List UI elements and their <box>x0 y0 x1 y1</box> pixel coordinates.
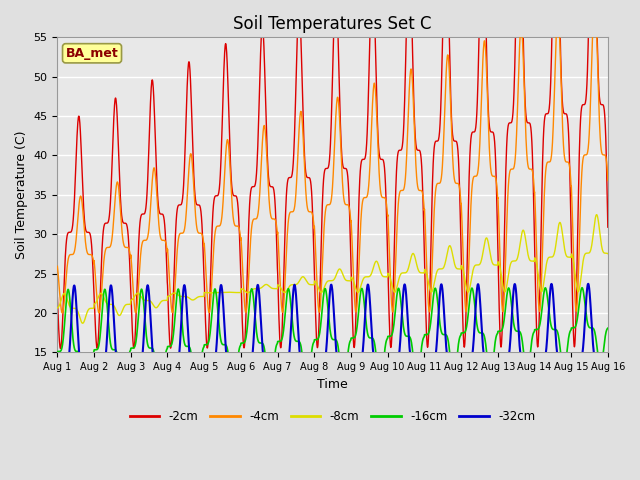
-4cm <box>207 291 215 297</box>
X-axis label: Time: Time <box>317 378 348 391</box>
-8cm <box>493 262 500 268</box>
-4cm <box>571 287 579 293</box>
-16cm <box>349 335 356 341</box>
Text: BA_met: BA_met <box>66 47 118 60</box>
-4cm <box>361 195 369 201</box>
-2cm <box>207 253 215 259</box>
-16cm <box>556 339 563 345</box>
-16cm <box>571 324 579 330</box>
Line: -8cm: -8cm <box>58 215 608 323</box>
-4cm <box>493 181 500 187</box>
-8cm <box>361 275 369 280</box>
-16cm <box>83 410 90 416</box>
-4cm <box>604 178 612 183</box>
-32cm <box>349 407 356 412</box>
-2cm <box>493 192 500 198</box>
-8cm <box>54 305 61 311</box>
Legend: -2cm, -4cm, -8cm, -16cm, -32cm: -2cm, -4cm, -8cm, -16cm, -32cm <box>125 406 540 428</box>
-8cm <box>207 290 215 296</box>
Line: -16cm: -16cm <box>58 288 608 413</box>
-32cm <box>361 321 369 327</box>
-32cm <box>556 358 563 364</box>
-32cm <box>604 427 612 433</box>
-32cm <box>584 281 592 287</box>
-8cm <box>349 276 356 282</box>
-8cm <box>593 212 600 217</box>
-16cm <box>493 332 500 338</box>
-2cm <box>361 156 369 162</box>
-32cm <box>54 440 61 446</box>
-32cm <box>571 373 579 379</box>
-4cm <box>54 264 61 269</box>
-2cm <box>349 320 356 326</box>
-2cm <box>54 295 61 300</box>
Y-axis label: Soil Temperature (C): Soil Temperature (C) <box>15 131 28 259</box>
-32cm <box>493 438 500 444</box>
Line: -2cm: -2cm <box>58 0 608 348</box>
-2cm <box>604 224 612 230</box>
Line: -32cm: -32cm <box>58 284 608 454</box>
-16cm <box>578 285 586 290</box>
-4cm <box>591 0 598 1</box>
-16cm <box>207 320 215 325</box>
-4cm <box>58 310 66 316</box>
-16cm <box>54 349 61 355</box>
-16cm <box>604 325 612 331</box>
-32cm <box>207 364 215 370</box>
-2cm <box>571 343 579 349</box>
-4cm <box>349 252 356 257</box>
-4cm <box>556 28 563 34</box>
-8cm <box>604 251 612 257</box>
-32cm <box>89 451 97 457</box>
Line: -4cm: -4cm <box>58 0 608 313</box>
-2cm <box>56 346 64 351</box>
-16cm <box>361 304 369 310</box>
-8cm <box>79 320 86 326</box>
-8cm <box>571 268 579 274</box>
-8cm <box>556 220 563 226</box>
Title: Soil Temperatures Set C: Soil Temperatures Set C <box>234 15 432 33</box>
